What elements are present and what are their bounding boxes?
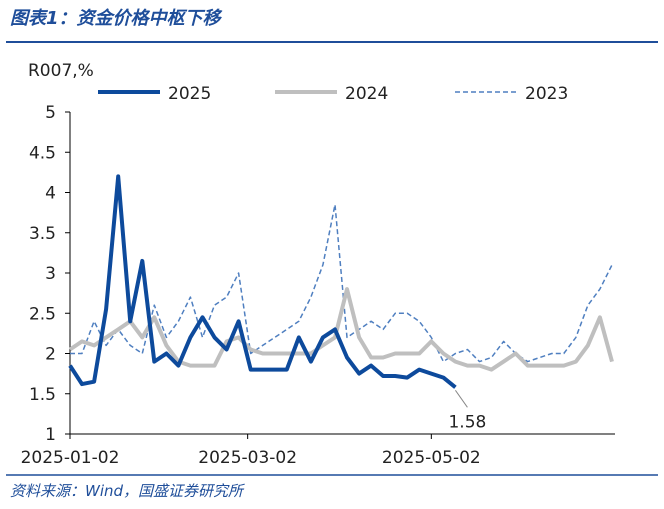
x-tick-label: 2025-01-02 — [21, 448, 120, 468]
y-axis-label: R007,% — [28, 61, 94, 81]
x-tick-label: 2025-03-02 — [198, 448, 297, 468]
legend: 2025 2024 2023 — [98, 84, 568, 104]
y-tick-label: 5 — [45, 103, 56, 123]
source: 资料来源：Wind，国盛证券研究所 — [10, 482, 245, 500]
y-tick-label: 1 — [45, 425, 56, 445]
y-tick-label: 2.5 — [29, 304, 56, 324]
legend-label: 2023 — [525, 84, 568, 104]
y-tick-label: 2 — [45, 345, 56, 365]
x-tick-label: 2025-05-02 — [382, 448, 481, 468]
annotation: 1.58 — [448, 412, 486, 432]
chart-title: 图表1：资金价格中枢下移 — [10, 8, 223, 29]
legend-label: 2025 — [168, 84, 211, 104]
y-tick-label: 4.5 — [29, 143, 56, 163]
series-line — [68, 174, 457, 389]
y-tick-label: 4 — [45, 184, 56, 204]
y-tick-label: 1.5 — [29, 385, 56, 405]
legend-label: 2024 — [345, 84, 388, 104]
series-line — [68, 287, 614, 372]
y-tick-label: 3 — [45, 264, 56, 284]
annotation-leader — [455, 390, 468, 408]
y-tick-label: 3.5 — [29, 224, 56, 244]
